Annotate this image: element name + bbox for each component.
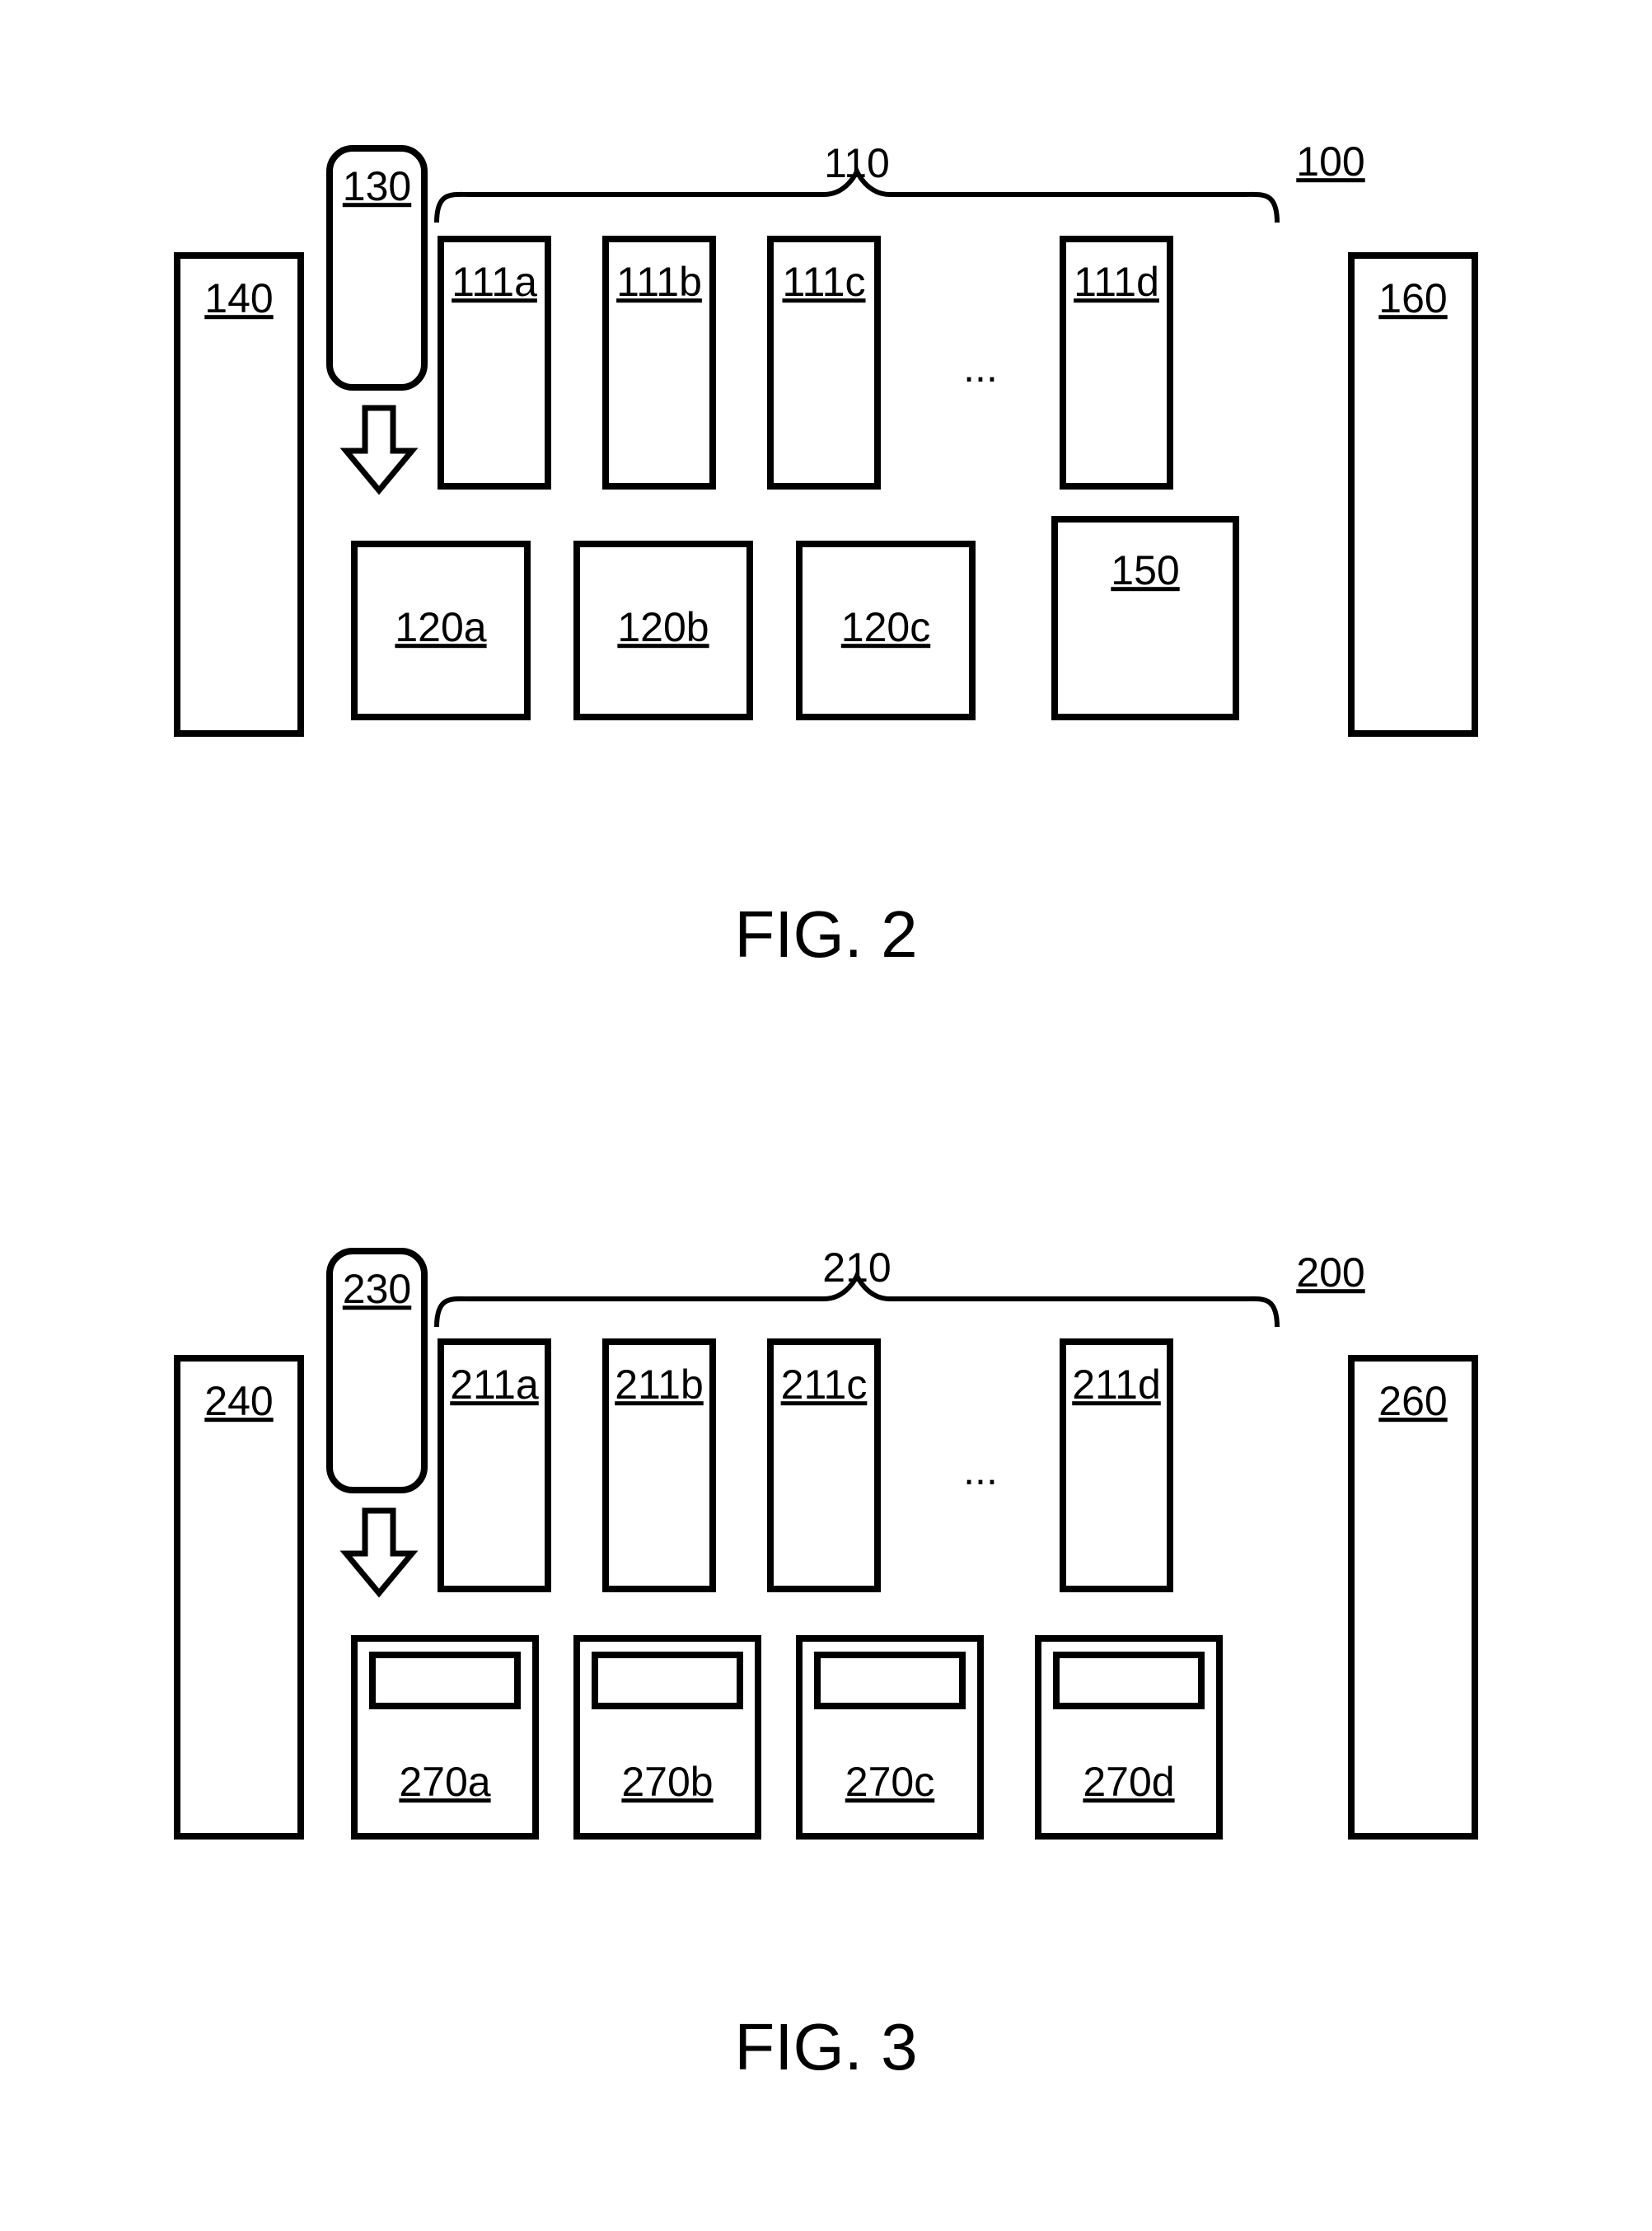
bottom-row-label: 120a [395, 604, 486, 650]
top-row-label: 111b [616, 259, 702, 305]
bottom-row-label: 270a [399, 1759, 490, 1805]
top-row-label: 111d [1074, 259, 1159, 305]
rounded-box-label: 130 [343, 163, 411, 209]
side-box-label: 260 [1378, 1378, 1447, 1424]
side-box [1351, 1358, 1475, 1836]
ellipsis: ... [963, 344, 998, 391]
top-row-label: 211d [1072, 1362, 1161, 1408]
group-label: 210 [822, 1244, 891, 1291]
down-arrow-icon [346, 1511, 412, 1593]
bottom-row-label: 270d [1083, 1759, 1174, 1805]
side-box-label: 240 [204, 1378, 273, 1424]
bottom-row-label: 270b [621, 1759, 713, 1805]
side-box [177, 1358, 301, 1836]
side-box-label: 140 [204, 275, 273, 321]
figure-ref-label: 200 [1296, 1249, 1364, 1296]
bottom-row-inner-box [595, 1655, 740, 1706]
bottom-row-inner-box [1056, 1655, 1201, 1706]
bottom-row-label: 120c [841, 604, 930, 650]
figure-caption: FIG. 3 [734, 2010, 917, 2083]
ellipsis: ... [963, 1447, 998, 1493]
figure-caption: FIG. 2 [734, 898, 917, 971]
side-box [1351, 255, 1475, 734]
top-row-label: 111c [782, 259, 865, 305]
top-row-label: 211a [450, 1362, 539, 1408]
group-label: 110 [824, 140, 890, 186]
top-row-label: 211b [615, 1362, 704, 1408]
bottom-row-inner-box [372, 1655, 517, 1706]
top-row-label: 211c [781, 1362, 868, 1408]
top-row-label: 111a [452, 259, 537, 305]
bottom-row-label: 120b [617, 604, 709, 650]
side-box [177, 255, 301, 734]
down-arrow-icon [346, 408, 412, 490]
side-box-label: 160 [1378, 275, 1447, 321]
bottom-row-inner-box [817, 1655, 962, 1706]
bottom-row-special-label: 150 [1111, 547, 1179, 593]
figure-ref-label: 100 [1296, 138, 1364, 185]
bottom-row-label: 270c [845, 1759, 934, 1805]
rounded-box-label: 230 [343, 1266, 411, 1312]
